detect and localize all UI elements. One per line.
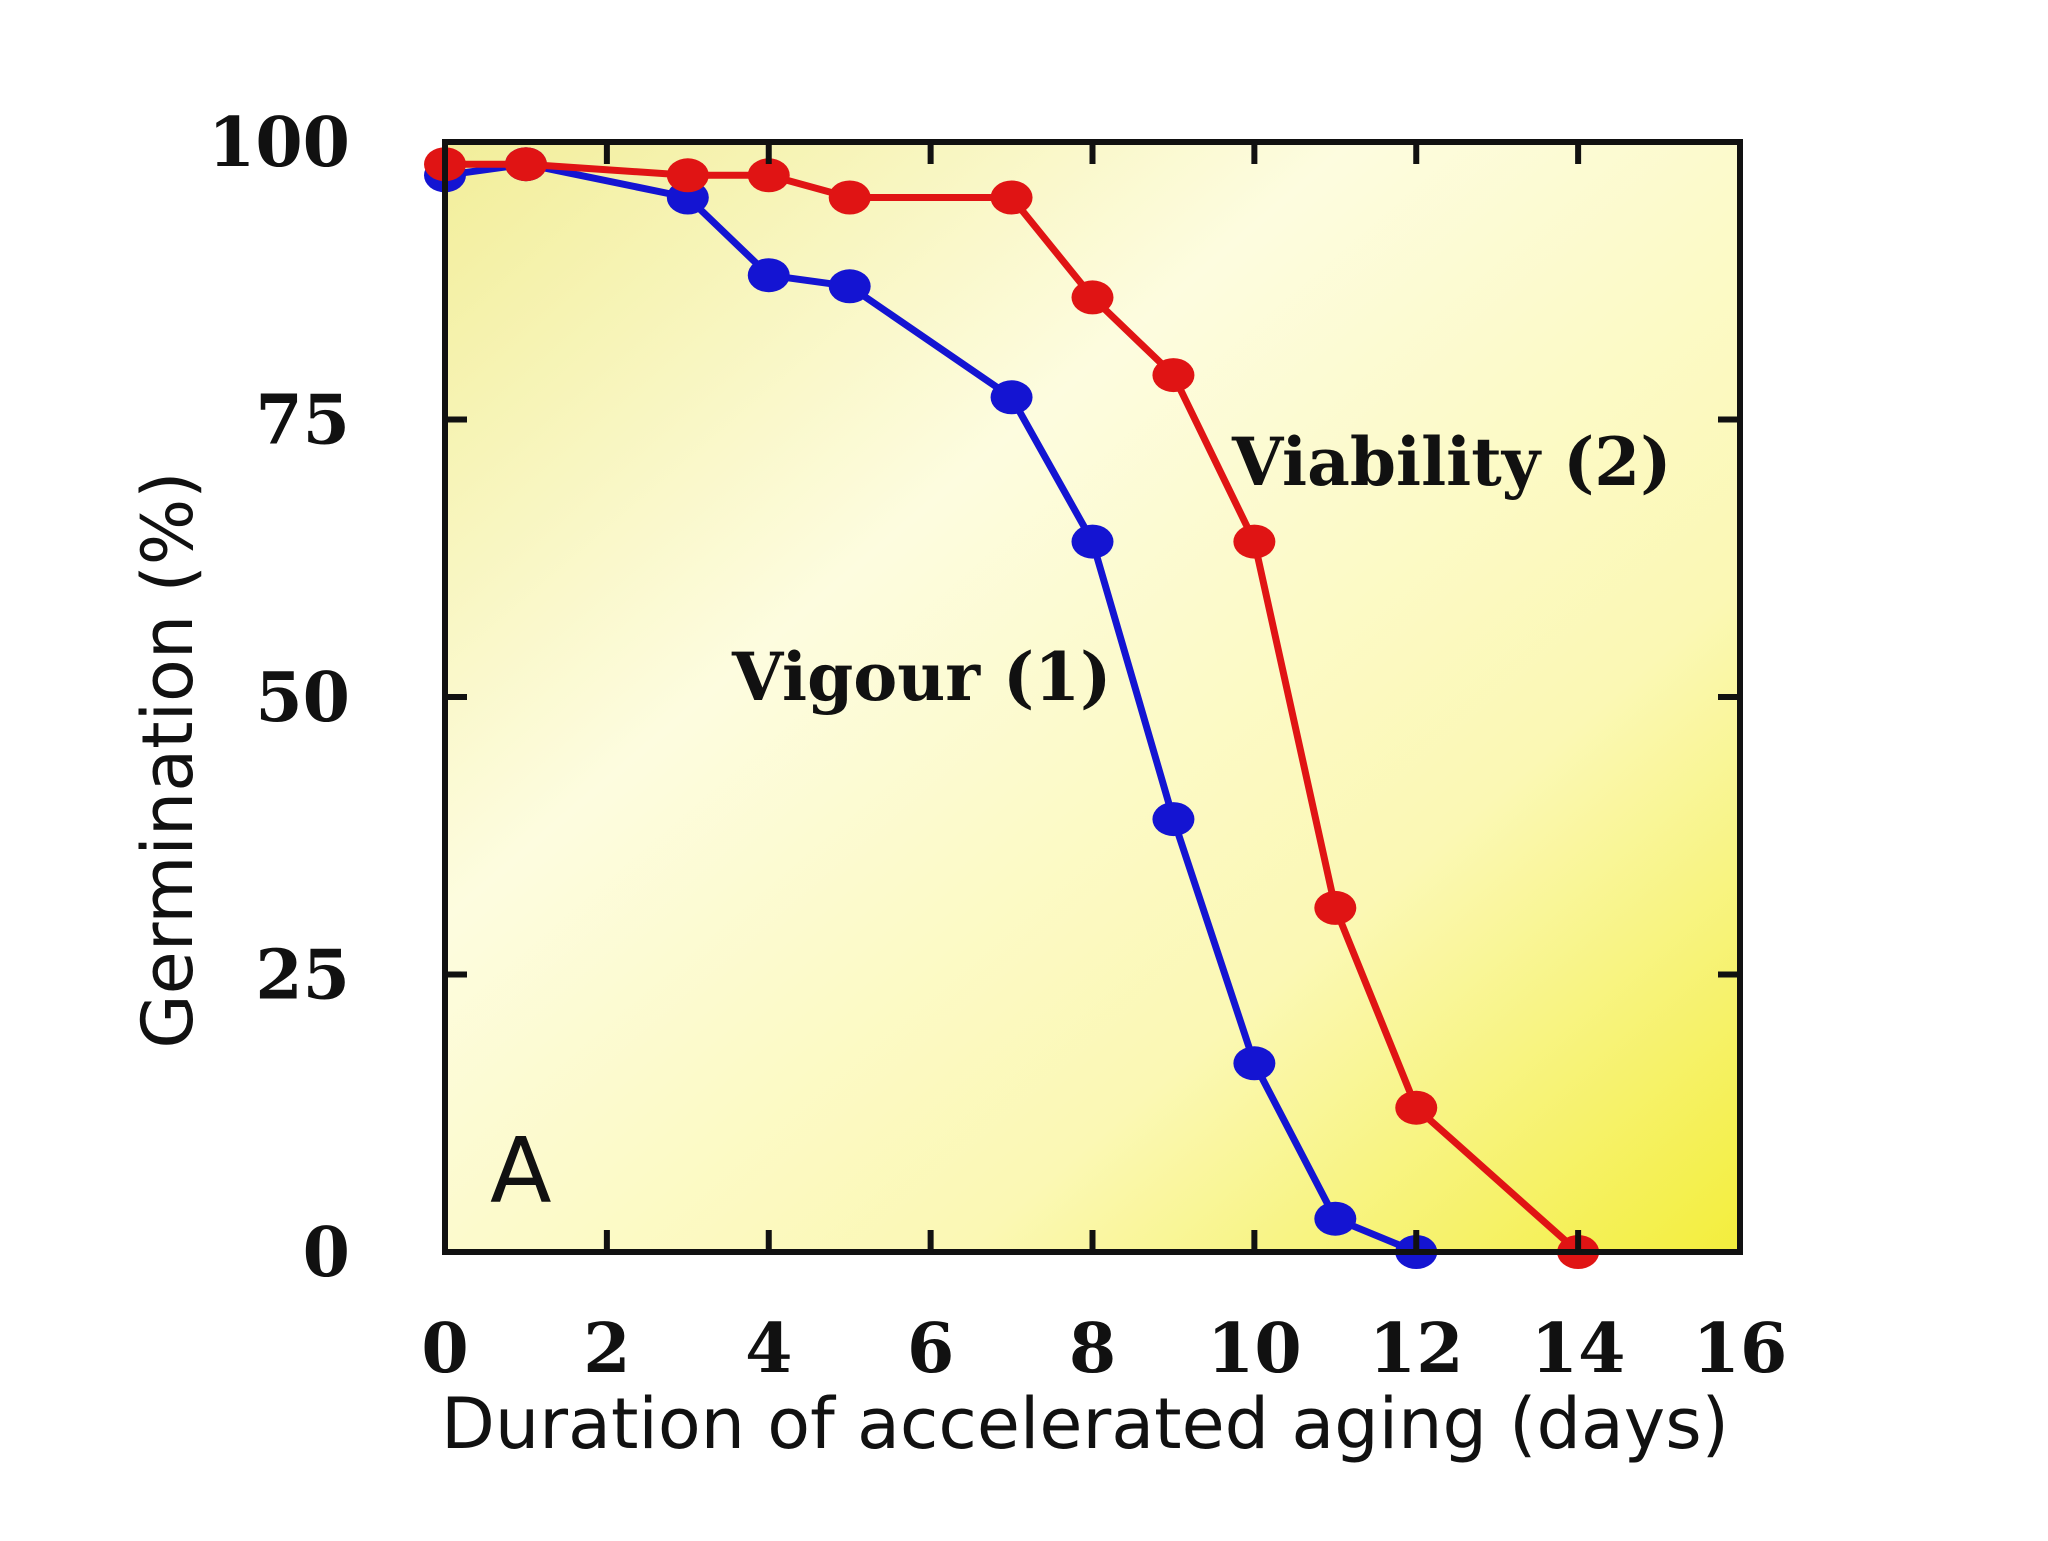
ticks-layer: 0 2 4 6 8 10 12 14 16 0 25 50 75 100 <box>208 103 1787 1389</box>
viability-data-point <box>504 147 547 182</box>
vigour-data-point <box>1233 1046 1276 1081</box>
viability-data-point <box>1233 524 1276 559</box>
panel-label: A <box>490 1119 552 1224</box>
y-tick-label: 0 <box>303 1213 350 1293</box>
viability-data-point <box>1395 1090 1438 1125</box>
viability-data-point <box>1152 358 1195 393</box>
viability-data-point <box>1071 280 1114 315</box>
viability-data-point <box>747 158 790 193</box>
vigour-series-label: Vigour (1) <box>731 638 1111 716</box>
y-tick-label: 100 <box>208 103 350 183</box>
x-tick-label: 4 <box>745 1309 792 1389</box>
vigour-data-point <box>1152 802 1195 837</box>
x-tick-label: 14 <box>1531 1309 1626 1389</box>
viability-data-point <box>666 158 709 193</box>
vigour-data-point <box>1071 524 1114 559</box>
x-tick-label: 12 <box>1369 1309 1464 1389</box>
x-tick-label: 0 <box>421 1309 468 1389</box>
x-tick-label: 8 <box>1069 1309 1116 1389</box>
viability-data-point <box>1314 890 1357 925</box>
y-axis-title: Germination (%) <box>127 471 209 1048</box>
y-tick-label: 25 <box>255 936 350 1016</box>
plot-background <box>445 142 1740 1252</box>
x-tick-label: 6 <box>907 1309 954 1389</box>
vigour-data-point <box>747 258 790 293</box>
series-layer <box>424 147 1600 1269</box>
vigour-series <box>424 147 1438 1269</box>
vigour-data-point <box>828 269 871 304</box>
viability-series-line <box>445 160 1581 1255</box>
x-tick-label: 2 <box>583 1309 630 1389</box>
viability-data-point <box>828 180 871 215</box>
x-axis-title: Duration of accelerated aging (days) <box>441 1383 1729 1465</box>
x-tick-label: 10 <box>1207 1309 1302 1389</box>
vigour-data-point <box>990 380 1033 415</box>
viability-series <box>424 147 1600 1269</box>
viability-series-label: Viability (2) <box>1231 423 1671 501</box>
vigour-data-point <box>1314 1201 1357 1236</box>
y-tick-label: 75 <box>255 381 350 461</box>
y-tick-label: 50 <box>255 658 350 738</box>
viability-data-point <box>990 180 1033 215</box>
x-tick-label: 16 <box>1693 1309 1788 1389</box>
